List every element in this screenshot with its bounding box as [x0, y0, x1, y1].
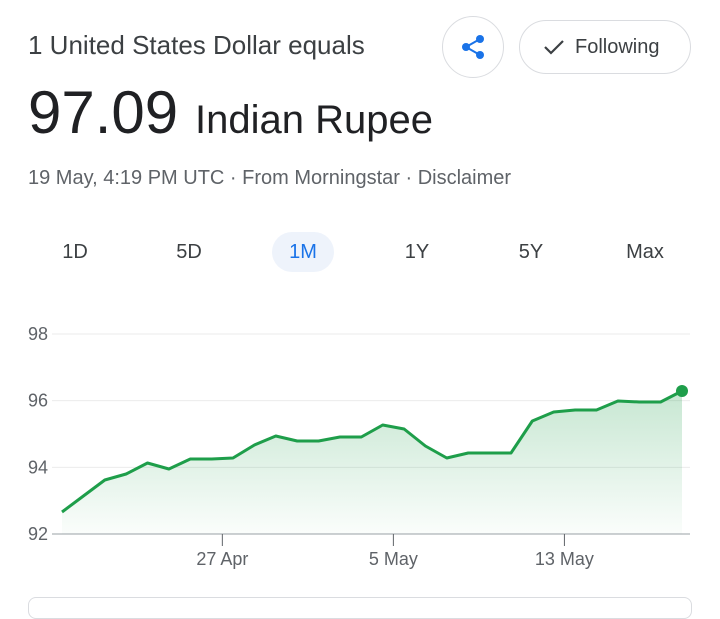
meta: 19 May, 4:19 PM UTC · From Morningstar ·…	[28, 167, 512, 189]
range-tab[interactable]: Max	[626, 241, 664, 263]
range-tab[interactable]: 5D	[176, 241, 202, 263]
line	[61, 389, 683, 514]
y-tick-label: 96	[28, 391, 48, 411]
area	[62, 391, 682, 534]
range-tab[interactable]: 5Y	[518, 241, 544, 263]
rate: 97.09	[28, 79, 179, 146]
page: {"header": {"lead": "1 United States Dol…	[28, 16, 692, 619]
y-tick-label: 98	[28, 324, 48, 344]
lead-text: 1 United States Dollar equals	[28, 30, 365, 60]
follow-label: Following	[575, 36, 660, 58]
y-tick-label: 94	[28, 457, 48, 477]
check-icon	[544, 40, 564, 55]
range-tab[interactable]: 1Y	[404, 241, 430, 263]
chart: 92 94 96 98 27 Apr 5 May 13 May	[28, 324, 690, 569]
share-button[interactable]	[442, 16, 504, 78]
x-tick-label: 27 Apr	[196, 549, 248, 569]
share-icon	[462, 35, 484, 59]
x-tick-label: 13 May	[535, 549, 594, 569]
range-tab[interactable]: 1D	[62, 241, 88, 263]
card-edge	[28, 597, 692, 619]
follow-button[interactable]: Following	[519, 20, 691, 74]
unit: Indian Rupee	[195, 98, 433, 142]
y-tick-label: 92	[28, 524, 48, 544]
range-tab[interactable]: 1M	[272, 232, 334, 272]
end-dot	[676, 385, 688, 397]
x-tick-label: 5 May	[369, 549, 418, 569]
